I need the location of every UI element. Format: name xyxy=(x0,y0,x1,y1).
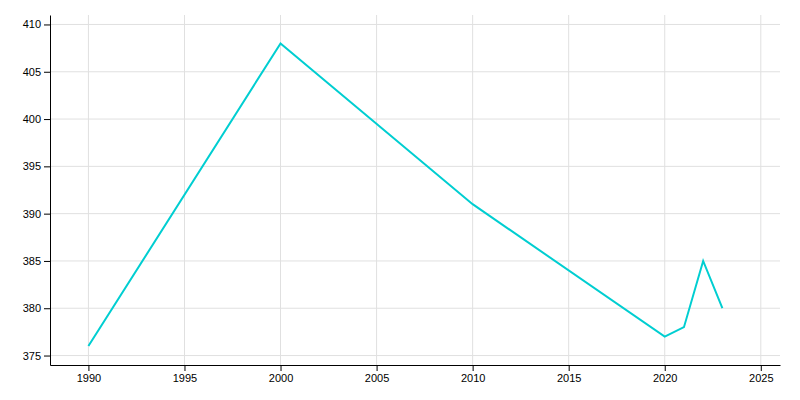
x-tick-mark xyxy=(88,365,89,371)
y-tick-mark xyxy=(44,214,50,215)
x-grid-line xyxy=(184,15,185,365)
y-tick: 380 xyxy=(23,302,50,314)
x-grid-line xyxy=(664,15,665,365)
x-tick-label: 2005 xyxy=(365,372,389,384)
y-tick-label: 400 xyxy=(23,113,41,125)
x-tick-mark xyxy=(184,365,185,371)
x-grid-line xyxy=(280,15,281,365)
x-tick: 1995 xyxy=(173,365,197,384)
y-axis: 375 380 385 390 395 400 405 410 xyxy=(23,16,51,366)
y-tick: 390 xyxy=(23,208,50,220)
line xyxy=(88,43,722,346)
x-tick-mark xyxy=(569,365,570,371)
y-grid-line xyxy=(50,166,780,167)
x-tick: 2010 xyxy=(461,365,485,384)
y-tick-mark xyxy=(44,72,50,73)
y-tick-label: 390 xyxy=(23,208,41,220)
x-tick-label: 2025 xyxy=(749,372,773,384)
x-tick-mark xyxy=(665,365,666,371)
x-tick-label: 1995 xyxy=(173,372,197,384)
y-tick: 395 xyxy=(23,160,50,172)
x-tick: 2025 xyxy=(749,365,773,384)
x-tick: 1990 xyxy=(77,365,101,384)
chart: 1990 1995 2000 2005 2010 2015 2020 2025 375 380 38… xyxy=(0,0,800,400)
x-axis-line xyxy=(51,365,781,366)
y-tick: 400 xyxy=(23,113,50,125)
y-tick: 385 xyxy=(23,255,50,267)
y-tick-label: 405 xyxy=(23,66,41,78)
grid xyxy=(50,15,780,365)
x-tick: 2020 xyxy=(653,365,677,384)
x-tick-label: 2020 xyxy=(653,372,677,384)
y-tick-mark xyxy=(44,308,50,309)
x-tick: 2015 xyxy=(557,365,581,384)
y-tick-label: 385 xyxy=(23,255,41,267)
y-tick-mark xyxy=(44,261,50,262)
x-grid-line xyxy=(376,15,377,365)
y-grid-line xyxy=(50,24,780,25)
x-tick-label: 1990 xyxy=(77,372,101,384)
y-tick-label: 395 xyxy=(23,160,41,172)
x-tick-mark xyxy=(377,365,378,371)
x-grid-line xyxy=(88,15,89,365)
y-grid-line xyxy=(50,71,780,72)
y-grid-line xyxy=(50,119,780,120)
y-tick-mark xyxy=(44,166,50,167)
y-grid-line xyxy=(50,355,780,356)
x-axis: 1990 1995 2000 2005 2010 2015 2020 2025 xyxy=(51,365,781,384)
x-tick-label: 2010 xyxy=(461,372,485,384)
y-tick-mark xyxy=(44,119,50,120)
y-tick-label: 375 xyxy=(23,350,41,362)
y-tick-label: 410 xyxy=(23,18,41,30)
y-grid-line xyxy=(50,260,780,261)
y-grid-line xyxy=(50,308,780,309)
x-tick: 2005 xyxy=(365,365,389,384)
y-tick: 405 xyxy=(23,66,50,78)
y-tick-mark xyxy=(44,24,50,25)
plot-area: 1990 1995 2000 2005 2010 2015 2020 2025 375 380 38… xyxy=(23,15,781,384)
x-tick-label: 2015 xyxy=(557,372,581,384)
x-tick-mark xyxy=(473,365,474,371)
y-tick: 375 xyxy=(23,350,50,362)
x-grid-line xyxy=(568,15,569,365)
x-tick-mark xyxy=(281,365,282,371)
y-axis-line xyxy=(50,16,51,366)
x-tick-mark xyxy=(761,365,762,371)
x-grid-line xyxy=(472,15,473,365)
y-tick: 410 xyxy=(23,18,50,30)
x-tick: 2000 xyxy=(269,365,293,384)
y-tick-mark xyxy=(44,356,50,357)
y-grid-line xyxy=(50,213,780,214)
x-tick-label: 2000 xyxy=(269,372,293,384)
y-tick-label: 380 xyxy=(23,302,41,314)
series-group xyxy=(88,43,722,346)
x-grid-line xyxy=(760,15,761,365)
